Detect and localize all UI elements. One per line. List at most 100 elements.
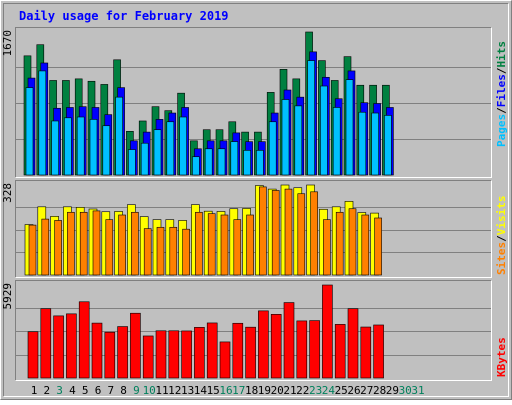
- sites-bar: [182, 228, 190, 276]
- sites-bar: [233, 219, 242, 276]
- kbytes-bar: [373, 324, 384, 379]
- panel-top-border-light: [15, 27, 492, 178]
- panel-middle: 328 Sites/Visits: [1, 180, 508, 278]
- sites-bar: [310, 191, 318, 276]
- kbytes-bar: [66, 313, 77, 379]
- x-tick-label: 6: [95, 384, 102, 397]
- pages-bar: [217, 148, 226, 176]
- pages-bar: [102, 125, 111, 176]
- x-tick-label: 28: [373, 384, 386, 397]
- pages-bar: [89, 119, 98, 176]
- sites-bar: [28, 224, 37, 276]
- pages-bar: [64, 117, 72, 176]
- legend-hits: Hits: [495, 41, 508, 68]
- kbytes-bar: [245, 326, 256, 379]
- x-tick-label: 29: [386, 384, 399, 397]
- x-tick-label: 3: [56, 384, 63, 397]
- pages-bar: [140, 142, 149, 176]
- x-tick-label: 9: [133, 384, 140, 397]
- legend-files: Files: [495, 74, 508, 107]
- chart-title: Daily usage for February 2019: [19, 9, 229, 23]
- kbytes-bar: [194, 327, 205, 379]
- sites-bar: [105, 219, 114, 276]
- sites-bar: [156, 226, 165, 276]
- pages-bar: [294, 105, 303, 176]
- sites-bar: [246, 214, 254, 276]
- kbytes-bar: [219, 341, 231, 379]
- kbytes-bar: [347, 308, 359, 379]
- pages-bar: [230, 141, 239, 176]
- kbytes-bar: [309, 320, 320, 379]
- panel-bottom-border-light: [15, 280, 492, 381]
- panel-middle-ymax-label: 328: [1, 183, 14, 203]
- kbytes-bar: [206, 322, 218, 379]
- panel-bottom-legend: KBytes: [495, 337, 508, 377]
- pages-bar: [243, 150, 251, 176]
- pages-bar: [358, 111, 367, 176]
- kbytes-bar: [155, 330, 167, 379]
- pages-bar: [371, 112, 379, 176]
- x-tick-label: 23: [309, 384, 322, 397]
- sites-bar: [54, 220, 62, 276]
- sites-bar: [79, 211, 88, 276]
- kbytes-bar: [27, 331, 39, 379]
- x-tick-label: 26: [347, 384, 360, 397]
- panel-bottom: 5929 KBytes: [1, 280, 508, 381]
- pages-bar: [153, 129, 162, 176]
- sites-bar: [195, 211, 203, 276]
- sites-bar: [67, 211, 75, 276]
- panel-top-ymax-label: 1670: [1, 30, 14, 57]
- pages-bar: [204, 148, 213, 176]
- sites-bar: [284, 188, 293, 276]
- pages-bar: [307, 60, 315, 176]
- panel-top-border-dark: [15, 27, 492, 178]
- x-tick-label: 22: [296, 384, 309, 397]
- legend-visits: Visits: [495, 196, 508, 236]
- pages-bar: [25, 87, 34, 176]
- kbytes-bar: [283, 302, 295, 379]
- kbytes-bar: [258, 310, 269, 379]
- panel-bottom-border-dark: [15, 280, 492, 381]
- sites-bar: [259, 186, 267, 276]
- sites-bar: [169, 226, 178, 276]
- x-tick-label: 13: [181, 384, 194, 397]
- x-tick-label: 27: [360, 384, 373, 397]
- pages-bar: [179, 116, 187, 176]
- x-tick-label: 17: [232, 384, 245, 397]
- pages-bar: [332, 107, 341, 176]
- x-tick-label: 10: [143, 384, 156, 397]
- x-tick-label: 2: [43, 384, 50, 397]
- kbytes-bar: [322, 284, 333, 379]
- kbytes-bar: [334, 324, 346, 379]
- sites-bar: [92, 210, 101, 276]
- x-tick-label: 31: [411, 384, 424, 397]
- x-tick-label: 30: [399, 384, 412, 397]
- sites-bar: [207, 213, 216, 276]
- x-tick-label: 15: [207, 384, 220, 397]
- legend-separator: /: [495, 107, 508, 114]
- pages-bar: [320, 85, 328, 176]
- panel-bottom-ymax-label: 5929: [1, 283, 14, 310]
- x-tick-label: 18: [245, 384, 258, 397]
- x-tick-label: 12: [168, 384, 181, 397]
- kbytes-bar: [130, 312, 141, 379]
- pages-bar: [268, 121, 277, 176]
- pages-bar: [384, 115, 392, 176]
- x-tick-label: 25: [335, 384, 348, 397]
- kbytes-bar: [40, 308, 52, 379]
- sites-bar: [374, 217, 382, 276]
- sites-bar: [41, 218, 50, 276]
- pages-bar: [345, 79, 354, 176]
- kbytes-bar: [53, 315, 64, 379]
- sites-bar: [118, 214, 126, 276]
- sites-bar: [143, 228, 152, 276]
- x-tick-label: 7: [107, 384, 114, 397]
- pages-bar: [166, 121, 175, 176]
- kbytes-bar: [168, 330, 180, 379]
- pages-bar: [128, 149, 136, 176]
- kbytes-bar: [104, 331, 116, 379]
- kbytes-bar: [360, 326, 372, 379]
- sites-bar: [297, 193, 306, 276]
